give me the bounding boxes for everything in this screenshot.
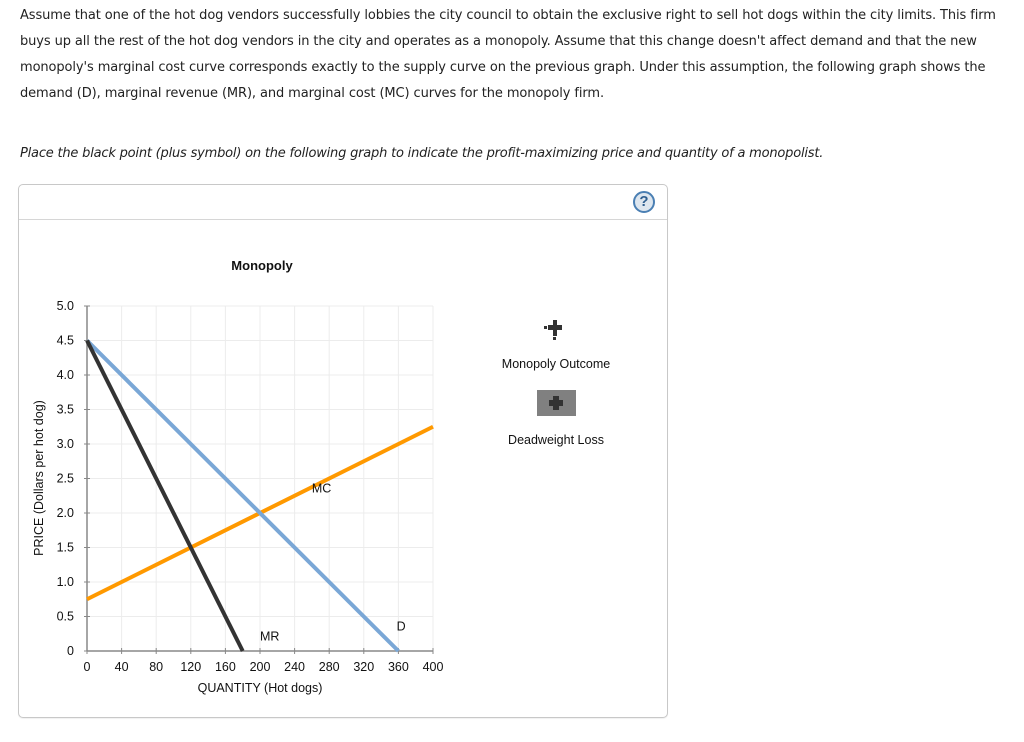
svg-text:80: 80: [149, 660, 163, 674]
svg-text:0: 0: [84, 660, 91, 674]
legend-label-monopoly-outcome: Monopoly Outcome: [501, 357, 611, 371]
svg-text:5.0: 5.0: [57, 299, 74, 313]
svg-text:120: 120: [180, 660, 201, 674]
svg-text:2.0: 2.0: [57, 506, 74, 520]
svg-text:2.5: 2.5: [57, 472, 74, 486]
svg-text:4.5: 4.5: [57, 334, 74, 348]
mr-label: MR: [260, 630, 279, 644]
legend-label-deadweight-loss: Deadweight Loss: [508, 433, 604, 447]
help-button[interactable]: ?: [633, 191, 655, 213]
svg-text:160: 160: [215, 660, 236, 674]
curves: [85, 339, 434, 653]
svg-text:0: 0: [67, 644, 74, 658]
d-curve: [85, 339, 400, 653]
tick-labels: 0 40 80 120 160 200 240 280 320 360 400 0 0.5 1.0 1.5 2…: [57, 299, 444, 674]
svg-text:240: 240: [284, 660, 305, 674]
question-mark-icon: ?: [639, 193, 649, 210]
svg-text:1.0: 1.0: [57, 575, 74, 589]
svg-text:360: 360: [388, 660, 409, 674]
y-axis-label: PRICE (Dollars per hot dog): [32, 400, 46, 556]
x-axis-label: QUANTITY (Hot dogs): [198, 681, 323, 695]
svg-text:4.0: 4.0: [57, 368, 74, 382]
black-plus-point-icon: [544, 320, 562, 340]
svg-text:400: 400: [423, 660, 444, 674]
mr-curve: [85, 339, 245, 652]
svg-text:320: 320: [353, 660, 374, 674]
svg-text:280: 280: [319, 660, 340, 674]
intro-paragraph: Assume that one of the hot dog vendors s…: [20, 8, 996, 101]
monopoly-outcome-tool[interactable]: [544, 320, 562, 340]
gray-area-plus-icon: [537, 390, 576, 416]
curve-labels: MC MR D: [260, 481, 406, 643]
instruction-text: Place the black point (plus symbol) on t…: [20, 146, 824, 161]
mc-label: MC: [312, 481, 331, 495]
grid-lines: [87, 305, 434, 651]
svg-text:1.5: 1.5: [57, 541, 74, 555]
svg-text:3.5: 3.5: [57, 403, 74, 417]
deadweight-loss-tool[interactable]: [537, 390, 576, 416]
d-label: D: [397, 619, 406, 633]
svg-text:0.5: 0.5: [57, 610, 74, 624]
graph-panel: ?: [18, 184, 668, 718]
chart-title: Monopoly: [231, 258, 293, 273]
svg-text:200: 200: [250, 660, 271, 674]
axes: [84, 305, 434, 654]
svg-text:40: 40: [115, 660, 129, 674]
svg-text:3.0: 3.0: [57, 437, 74, 451]
panel-header: ?: [19, 185, 667, 220]
